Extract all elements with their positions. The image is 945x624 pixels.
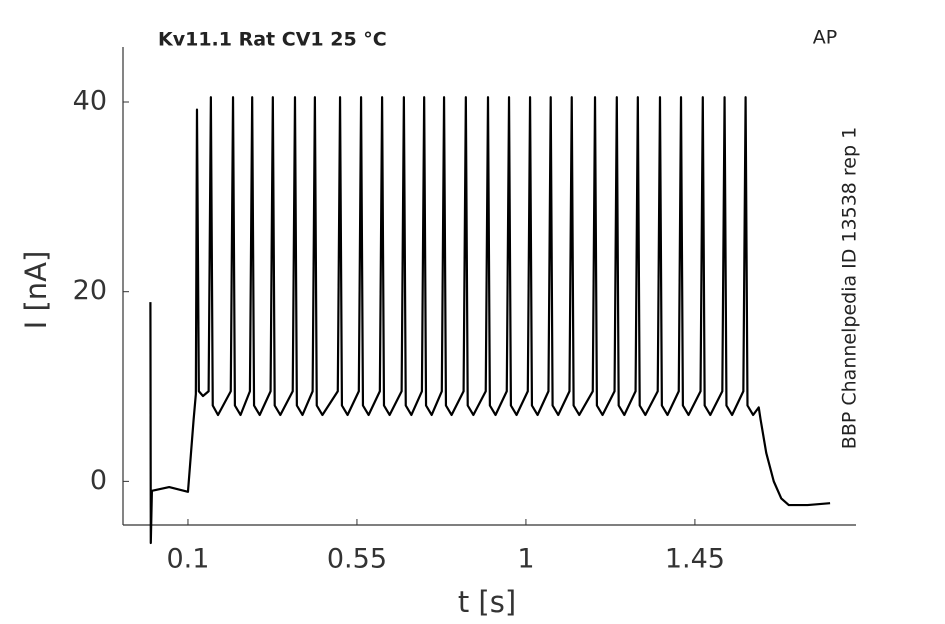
x-axis-label: t [s] xyxy=(458,585,516,619)
x-tick-label: 0.55 xyxy=(327,544,387,575)
side-label: BBP Channelpedia ID 13538 rep 1 xyxy=(839,127,861,449)
y-tick-label: 20 xyxy=(73,275,107,306)
x-tick-label: 1.45 xyxy=(665,544,725,575)
corner-label: AP xyxy=(813,27,837,49)
chart-title: Kv11.1 Rat CV1 25 °C xyxy=(158,29,387,51)
y-tick-label: 0 xyxy=(90,465,107,496)
trace xyxy=(149,96,831,545)
y-axis-label: I [nA] xyxy=(19,251,53,330)
x-tick-label: 0.1 xyxy=(166,544,209,575)
y-tick-label: 40 xyxy=(73,86,107,117)
x-tick-label: 1 xyxy=(517,544,534,575)
